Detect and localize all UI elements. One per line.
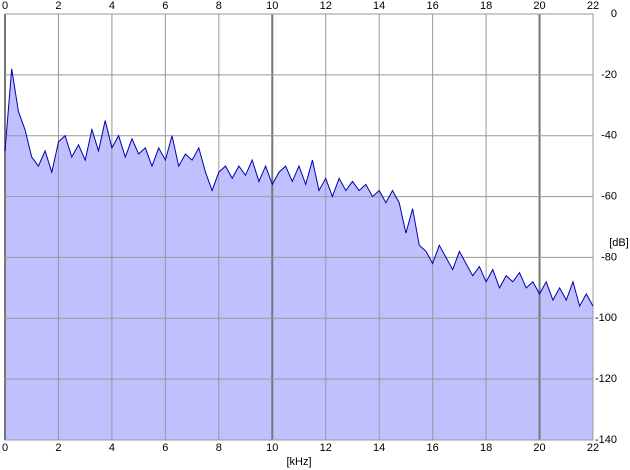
x-tick-label: 12 xyxy=(320,442,332,454)
y-tick-label: -120 xyxy=(595,373,617,385)
x-tick-label: 0 xyxy=(2,0,8,12)
x-tick-label: 10 xyxy=(266,0,278,12)
x-tick-label: 14 xyxy=(373,0,385,12)
x-tick-label: 6 xyxy=(162,442,168,454)
x-tick-label: 12 xyxy=(320,0,332,12)
spectrum-line xyxy=(4,68,594,308)
x-tick-label: 6 xyxy=(162,0,168,12)
y-tick-label: -140 xyxy=(595,434,617,446)
x-tick-label: 8 xyxy=(216,442,222,454)
x-tick-label: 16 xyxy=(427,442,439,454)
x-tick-label: 16 xyxy=(427,0,439,12)
y-tick-label: -100 xyxy=(595,312,617,324)
x-tick-label: 22 xyxy=(587,442,599,454)
x-tick-label: 20 xyxy=(533,0,545,12)
x-tick-label: 22 xyxy=(587,0,599,12)
x-tick-label: 18 xyxy=(480,442,492,454)
x-tick-label: 0 xyxy=(2,442,8,454)
x-axis-label: [kHz] xyxy=(286,456,311,468)
x-tick-label: 18 xyxy=(480,0,492,12)
y-tick-label: -80 xyxy=(601,251,617,263)
x-tick-label: 10 xyxy=(266,442,278,454)
area-fill xyxy=(5,68,593,441)
y-tick-label: 0 xyxy=(611,8,617,20)
x-tick-label: 14 xyxy=(373,442,385,454)
x-tick-label: 20 xyxy=(533,442,545,454)
x-tick-label: 2 xyxy=(55,442,61,454)
x-tick-label: 4 xyxy=(109,442,115,454)
y-tick-label: -40 xyxy=(601,130,617,142)
x-tick-label: 4 xyxy=(109,0,115,12)
y-axis-label: [dB] xyxy=(609,237,629,249)
x-tick-label: 2 xyxy=(55,0,61,12)
x-tick-label: 8 xyxy=(216,0,222,12)
y-tick-label: -20 xyxy=(601,69,617,81)
y-tick-label: -60 xyxy=(601,190,617,202)
